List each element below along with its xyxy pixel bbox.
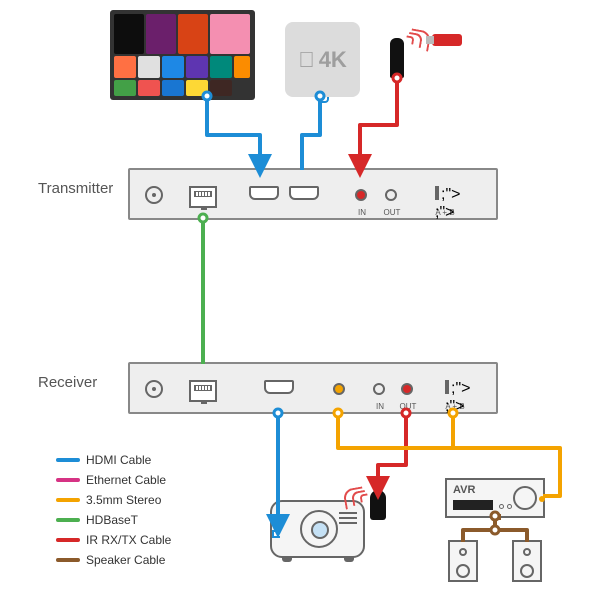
legend-item: 3.5mm Stereo	[56, 490, 171, 510]
receiver-device: INOUTA + B;">;">	[128, 362, 498, 414]
legend-item: Speaker Cable	[56, 550, 171, 570]
legend-item-label: IR RX/TX Cable	[86, 533, 171, 547]
legend-item-label: Ethernet Cable	[86, 473, 166, 487]
legend-item-label: 3.5mm Stereo	[86, 493, 161, 507]
legend-item-label: HDBaseT	[86, 513, 138, 527]
avr-label: AVR	[453, 484, 475, 496]
legend-item: HDBaseT	[56, 510, 171, 530]
speaker-left	[448, 540, 478, 582]
legend: HDMI Cable Ethernet Cable 3.5mm Stereo HDBa…	[56, 450, 171, 570]
speaker-right	[512, 540, 542, 582]
ir-receiver	[370, 490, 386, 520]
tv-source	[110, 10, 255, 100]
legend-item: IR RX/TX Cable	[56, 530, 171, 550]
ir-blaster	[390, 38, 404, 78]
apple-icon: 	[298, 47, 315, 73]
legend-item-label: HDMI Cable	[86, 453, 151, 467]
transmitter-device: INOUTA + B;">;">	[128, 168, 498, 220]
legend-item: HDMI Cable	[56, 450, 171, 470]
legend-item-label: Speaker Cable	[86, 553, 165, 567]
transmitter-label: Transmitter	[38, 180, 113, 197]
apple-4k-text: 4K	[319, 47, 347, 73]
legend-item: Ethernet Cable	[56, 470, 171, 490]
avr: AVR	[445, 478, 545, 518]
receiver-label: Receiver	[38, 374, 97, 391]
apple-tv-4k: 4K	[285, 22, 360, 97]
